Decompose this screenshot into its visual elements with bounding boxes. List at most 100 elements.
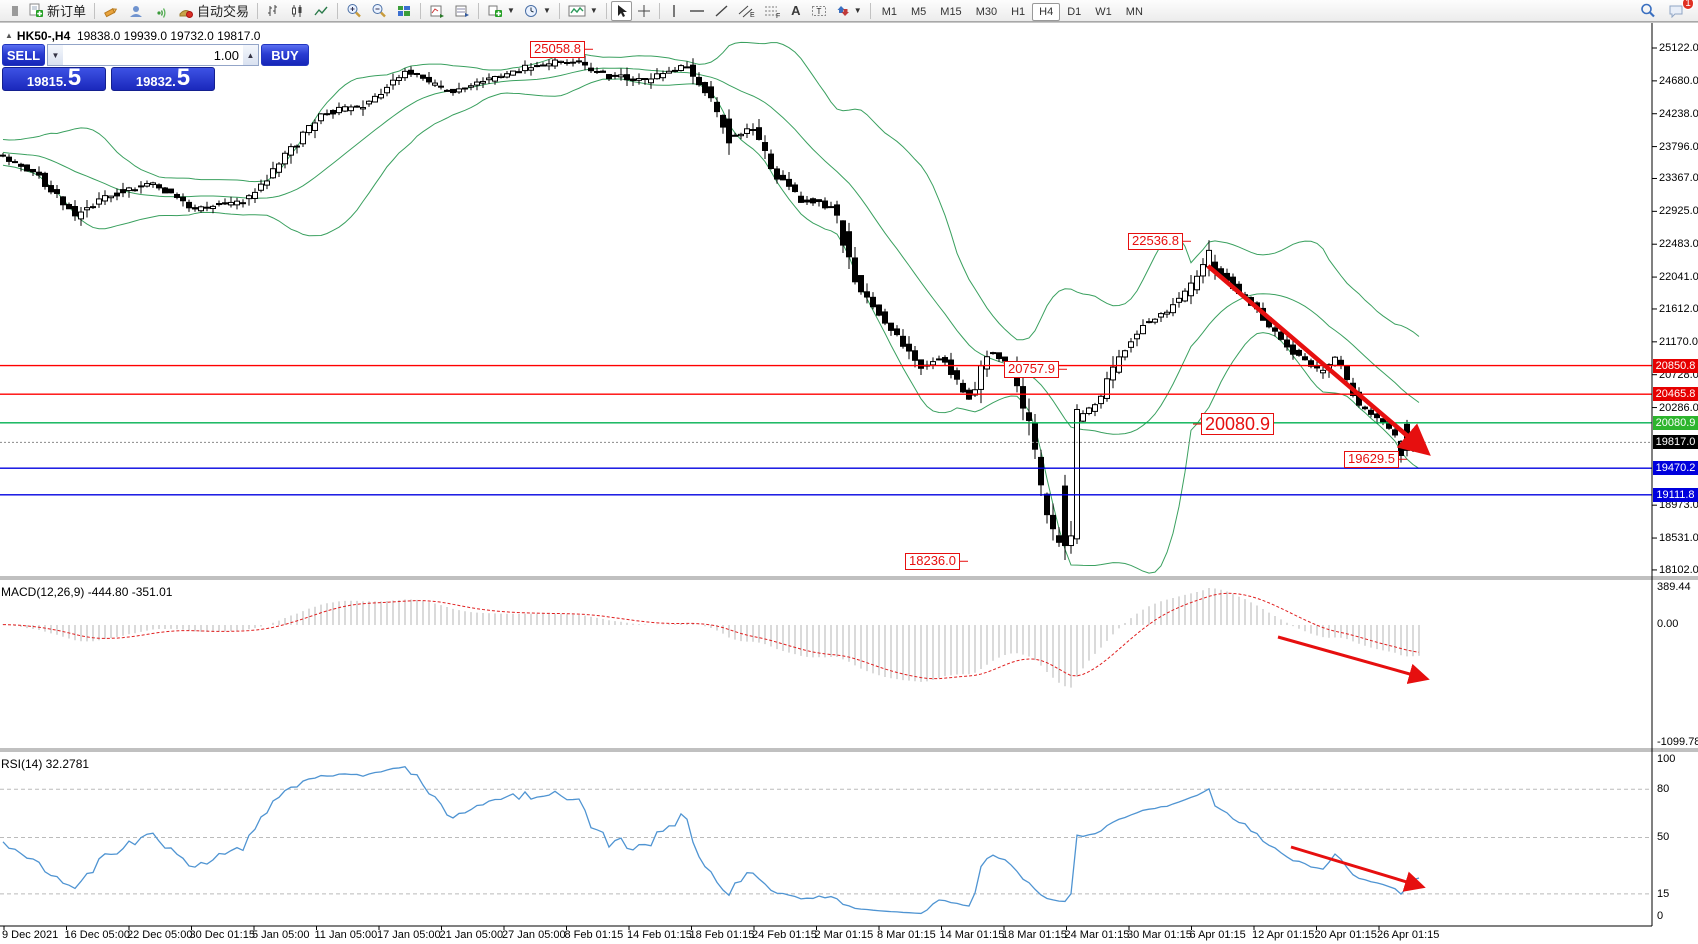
fibonacci-tool-button[interactable]: F [760,1,785,21]
timeframe-m15[interactable]: M15 [940,5,962,18]
macd-label: MACD(12,26,9) -444.80 -351.01 [1,585,173,599]
volume-decrease-button[interactable]: ▼ [48,45,63,65]
rsi-scale-label: 0 [1657,910,1664,922]
volume-input[interactable] [63,45,243,65]
fibonacci-icon: F [764,6,780,18]
indicators-window-button[interactable] [425,1,449,21]
arrows-tool-button[interactable]: ▼ [832,1,866,21]
chat-bubble-icon [1669,5,1683,18]
toolbar-right: 1 [1636,0,1695,21]
zoom-out-icon [372,4,386,18]
autotrading-icon [179,9,194,18]
tile-windows-icon [398,5,411,16]
candlestick-chart-button[interactable] [286,1,309,21]
price-annotation[interactable]: 25058.8 [530,41,585,58]
trade-row-top: SELL ▼ ▲ BUY [2,44,309,66]
signal-icon [157,7,166,18]
cursor-tool-button[interactable] [610,0,632,21]
buy-price[interactable]: 19832. 5 [111,63,215,91]
text-label-tool-button[interactable]: T [807,1,831,21]
period-button[interactable]: ▼ [520,1,555,21]
time-axis-label: 5 Jan 05:00 [252,929,310,941]
time-axis-label: 30 Dec 01:15 [189,929,255,941]
timeframe-m5[interactable]: M5 [911,5,927,18]
timeframe-m30[interactable]: M30 [975,5,998,18]
trendline-tool-button[interactable] [710,1,733,21]
crosshair-tool-button[interactable] [633,1,655,21]
vertical-line-icon [673,4,675,17]
signal-button[interactable] [149,1,173,21]
price-axis-tick: 21170.0 [1659,335,1698,348]
search-button[interactable] [1636,1,1660,21]
notification-badge: 1 [1682,0,1694,10]
zoom-out-button[interactable] [367,1,391,21]
collapse-arrow-icon[interactable]: ▲ [5,31,13,40]
price-annotation[interactable]: 20757.9 [1004,361,1059,378]
price-axis-tick: 23796.0 [1659,140,1698,153]
rsi-layer [0,766,1652,915]
price-annotation[interactable]: 20080.9 [1201,413,1275,436]
timeframe-mn[interactable]: MN [1125,5,1143,18]
one-click-trading-panel: SELL ▼ ▲ BUY 19815.5 19832.5 [2,44,309,91]
tile-windows-button[interactable] [392,1,416,21]
new-order-button[interactable]: 新订单 [24,1,90,21]
time-axis-label: 16 Dec 05:00 [64,929,130,941]
main-trend-arrow [1206,264,1431,456]
notifications-button[interactable]: 1 [1664,0,1694,21]
price-axis-tick: 22483.0 [1659,238,1698,251]
symbol-name: HK50-,H4 [16,29,71,43]
volume-increase-button[interactable]: ▲ [243,45,258,65]
toolbar-separator [420,2,422,19]
timeframe-h4[interactable]: H4 [1032,2,1061,21]
zoom-in-button[interactable] [342,1,366,21]
equidistant-channel-tool-button[interactable]: E [734,1,759,21]
toolbar-separator [94,2,96,19]
bar-chart-icon [268,4,278,16]
autotrading-button[interactable]: 自动交易 [174,1,253,21]
time-axis-label: 24 Feb 01:15 [752,929,817,941]
add-indicator-button[interactable]: ▼ [483,1,519,21]
price-annotation[interactable]: 22536.8 [1128,233,1183,250]
timeframe-w1[interactable]: W1 [1095,5,1112,18]
rsi-scale-label: 15 [1657,888,1670,900]
timeframe-m1[interactable]: M1 [881,5,897,18]
price-axis-tick: 24680.0 [1659,74,1698,87]
time-axis-label: 24 Mar 01:15 [1064,929,1130,941]
sell-price-big-digit: 5 [67,63,82,91]
line-chart-button[interactable] [310,1,333,21]
price-annotation[interactable]: 19629.5 [1344,451,1399,468]
current-price-badge: 19817.0 [1653,435,1698,450]
time-axis-label: 14 Mar 01:15 [939,929,1005,941]
profile-icon [130,5,143,17]
vertical-line-tool-button[interactable] [664,1,684,21]
bar-chart-button[interactable] [262,1,285,21]
toolbar-separator [658,2,660,19]
buy-price-big-digit: 5 [176,63,191,91]
time-axis-label: 2 Mar 01:15 [814,929,874,941]
toolbar-separator [558,2,560,19]
timeframe-h1[interactable]: H1 [1011,5,1026,18]
price-axis-tick: 23367.0 [1659,172,1698,185]
timeframe-d1[interactable]: D1 [1067,5,1082,18]
new-order-icon [29,3,43,17]
price-annotation[interactable]: 18236.0 [905,553,960,570]
data-window-button[interactable] [450,1,474,21]
crayon-button[interactable] [99,1,123,21]
autotrading-label: 自动交易 [197,4,250,19]
text-tool-button[interactable]: A [791,3,801,18]
time-axis-label: 11 Jan 05:00 [314,929,378,941]
buy-button[interactable]: BUY [261,44,309,66]
price-axis-tick: 18102.0 [1659,563,1698,576]
equidistant-channel-icon: E [738,5,755,18]
template-button[interactable]: ▼ [564,1,602,21]
horizontal-line-tool-button[interactable] [685,1,709,21]
time-axis-label: 20 Apr 01:15 [1314,929,1377,941]
candlestick-chart-icon [292,4,302,17]
new-order-label: 新订单 [47,4,87,19]
volume-control: ▼ ▲ [47,44,259,66]
profile-button[interactable] [124,1,148,21]
price-axis-tick: 21612.0 [1659,302,1698,315]
sell-price[interactable]: 19815. 5 [2,63,106,91]
sell-button[interactable]: SELL [2,44,45,66]
